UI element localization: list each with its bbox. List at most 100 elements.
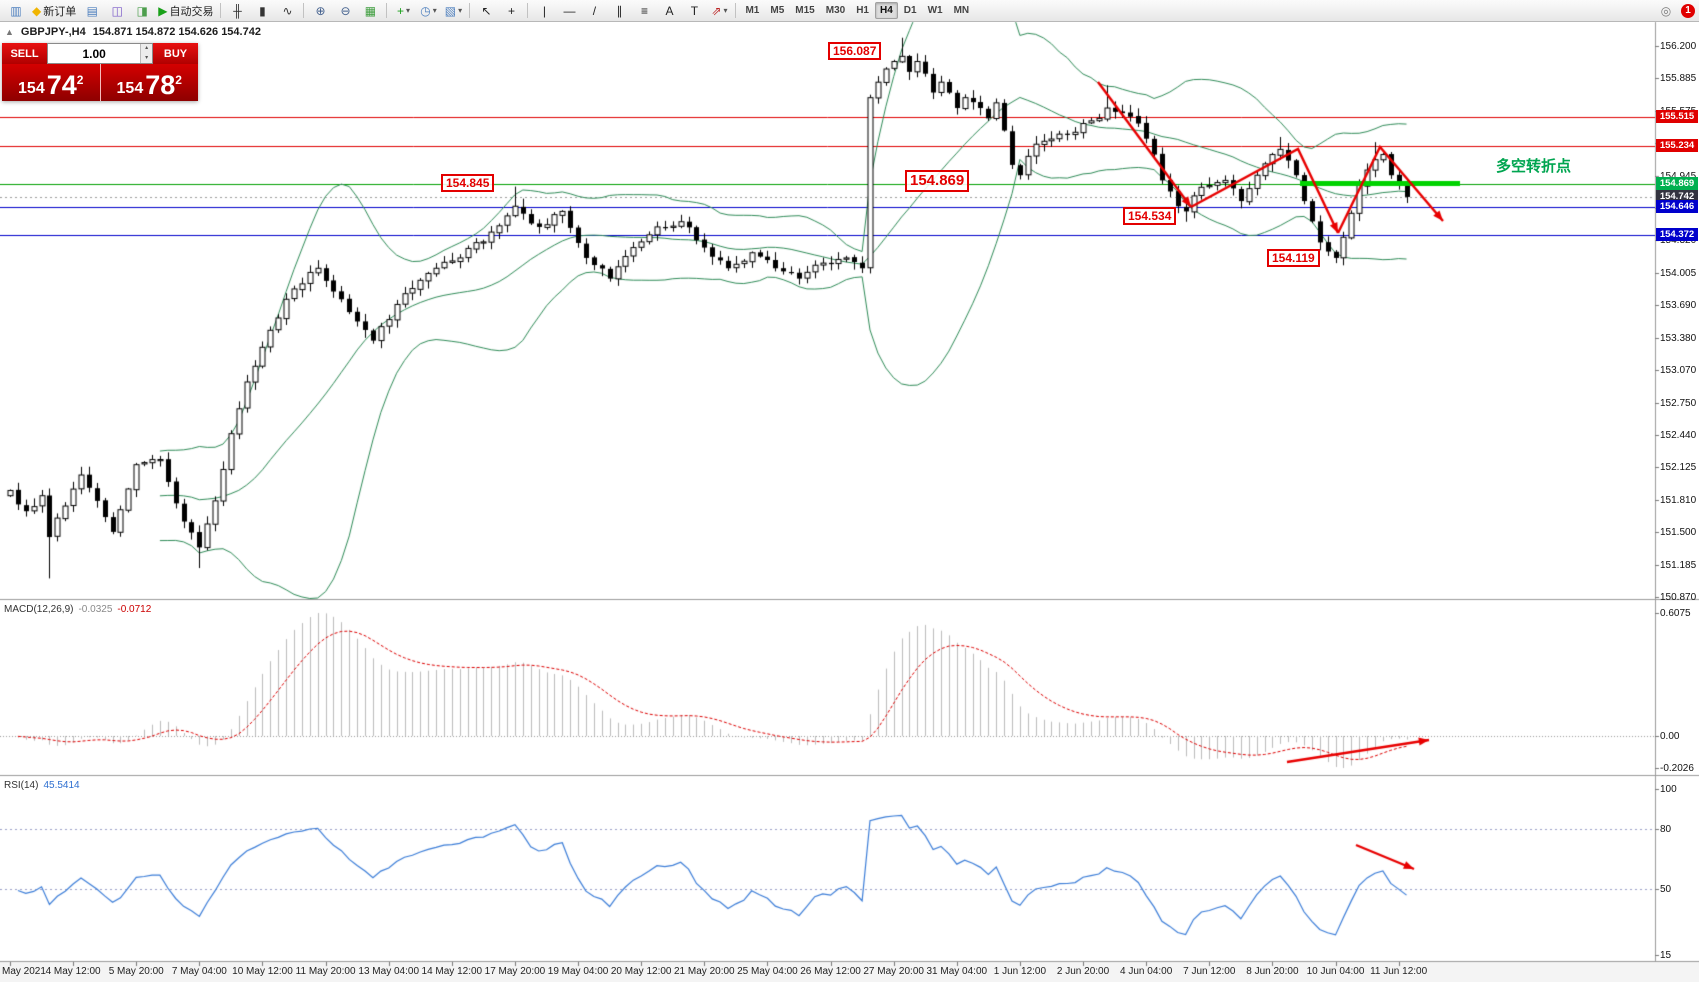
new-chart-button[interactable]: ▥	[4, 1, 28, 21]
community-icon[interactable]: ◎	[1654, 1, 1678, 21]
timeframe-m15-button[interactable]: M15	[795, 5, 815, 16]
time-axis-label: 21 May 20:00	[674, 966, 735, 977]
data-window-button[interactable]: ◨	[130, 1, 154, 21]
templates-button[interactable]: ▧ ▾	[441, 1, 465, 21]
time-axis-label: 11 Jun 12:00	[1370, 966, 1428, 977]
line-chart-button[interactable]: ∿	[275, 1, 299, 21]
turning-point-label: 多空转折点	[1496, 158, 1572, 175]
macd-scale-label: 0.00	[1660, 731, 1680, 742]
buy-price-button[interactable]: 154 78 2	[100, 64, 198, 101]
time-axis-label: 1 Jun 12:00	[993, 966, 1047, 977]
candlestick-chart-button[interactable]: ▮	[250, 1, 274, 21]
macd-scale-label: -0.2026	[1660, 763, 1694, 774]
toolbar-separator	[303, 3, 305, 18]
time-axis-label: 4 Jun 04:00	[1120, 966, 1173, 977]
channel-icon: ∥	[616, 3, 623, 18]
sell-button[interactable]: SELL	[2, 43, 47, 64]
one-click-trading-panel: SELL ▴ ▾ BUY 154 74 2 154 78 2	[2, 43, 198, 101]
price-axis-label: 155.885	[1660, 73, 1697, 85]
macd-name: MACD(12,26,9)	[4, 604, 74, 615]
periods-icon: ◷	[420, 3, 431, 18]
templates-button-caret-icon[interactable]: ▾	[458, 6, 463, 15]
timeframe-h1-button[interactable]: H1	[856, 5, 869, 16]
trendline-icon: /	[592, 3, 597, 18]
label-button[interactable]: T	[682, 1, 706, 21]
autotrading-icon: ▶	[158, 3, 168, 18]
charts-button[interactable]: ▤	[80, 1, 104, 21]
periods-button-caret-icon[interactable]: ▾	[432, 6, 437, 15]
zoom-out-icon: ⊖	[340, 3, 351, 18]
timeframe-m30-button[interactable]: M30	[825, 5, 846, 16]
volume-up-button[interactable]: ▴	[141, 44, 152, 54]
time-axis-label: 7 May 04:00	[171, 966, 227, 977]
zoom-out-button[interactable]: ⊖	[333, 1, 357, 21]
horizontal-line-button[interactable]: —	[557, 1, 581, 21]
toolbar-separator	[735, 3, 737, 18]
rsi-name: RSI(14)	[4, 780, 39, 791]
volume-spinner: ▴ ▾	[140, 44, 152, 63]
community-icon-icon: ◎	[1660, 3, 1672, 18]
time-axis-label: 14 May 12:00	[421, 966, 483, 977]
bar-chart-icon: ╫	[233, 3, 242, 18]
channel-button[interactable]: ∥	[607, 1, 631, 21]
sell-price-sup: 2	[76, 73, 84, 87]
shapes-button[interactable]: ⇗ ▾	[707, 1, 731, 21]
time-axis-label: 11 May 20:00	[295, 966, 356, 977]
price-tag: 154.372	[1656, 228, 1698, 242]
price-tag: 154.742	[1656, 190, 1698, 204]
crosshair-button[interactable]: +	[499, 1, 523, 21]
timeframe-mn-button[interactable]: MN	[953, 5, 970, 16]
candlestick-chart-icon: ▮	[259, 3, 266, 18]
price-annotation-box: 154.119	[1267, 249, 1320, 267]
line-chart-icon: ∿	[282, 3, 293, 18]
time-axis-label: 10 May 12:00	[232, 966, 293, 977]
rsi-value: 45.5414	[43, 780, 80, 791]
shapes-button-caret-icon[interactable]: ▾	[723, 6, 728, 15]
volume-down-button[interactable]: ▾	[141, 53, 152, 63]
timeframe-m1-button[interactable]: M1	[745, 5, 760, 16]
price-axis-label: 152.440	[1660, 429, 1697, 441]
indicators-button-caret-icon[interactable]: ▾	[405, 6, 410, 15]
rsi-scale-label: 80	[1660, 824, 1672, 835]
profiles-icon: ◫	[111, 3, 123, 18]
time-axis-label: 8 Jun 20:00	[1246, 966, 1299, 977]
autotrading-button[interactable]: ▶ 自动交易	[155, 1, 216, 21]
tile-windows-button[interactable]: ▦	[358, 1, 382, 21]
periods-button[interactable]: ◷ ▾	[416, 1, 440, 21]
volume-input[interactable]	[48, 44, 141, 63]
bar-chart-button[interactable]: ╫	[225, 1, 249, 21]
toolbar-separator	[220, 3, 222, 18]
sell-price-button[interactable]: 154 74 2	[2, 64, 101, 101]
notifications-badge[interactable]: 1	[1681, 3, 1695, 18]
cursor-button[interactable]: ↖	[474, 1, 498, 21]
timeframe-w1-button[interactable]: W1	[927, 5, 943, 16]
one-click-collapse-icon[interactable]: ▲	[5, 27, 14, 37]
text-button[interactable]: A	[657, 1, 681, 21]
ohlc-values-text: 154.871 154.872 154.626 154.742	[92, 26, 261, 38]
horizontal-line-icon: —	[563, 3, 576, 18]
time-axis-label: 4 May 12:00	[45, 966, 101, 977]
volume-box: ▴ ▾	[47, 43, 153, 64]
price-axis-label: 151.810	[1660, 494, 1697, 506]
timeframe-d1-button[interactable]: D1	[903, 5, 917, 16]
toolbar-separator	[527, 3, 529, 18]
new-order-button[interactable]: ◆ 新订单	[29, 1, 79, 21]
trendline-button[interactable]: /	[582, 1, 606, 21]
timeframe-h4-button[interactable]: H4	[874, 2, 898, 19]
indicators-button[interactable]: + ▾	[391, 1, 415, 21]
crosshair-icon: +	[507, 3, 515, 18]
fibonacci-button[interactable]: ≡	[632, 1, 656, 21]
price-tag: 154.646	[1656, 200, 1698, 214]
profiles-button[interactable]: ◫	[105, 1, 129, 21]
time-axis-label: 25 May 04:00	[737, 966, 798, 977]
price-axis-label: 150.870	[1660, 591, 1697, 603]
zoom-in-button[interactable]: ⊕	[308, 1, 332, 21]
new-chart-icon: ▥	[10, 3, 22, 18]
rsi-label: RSI(14) 45.5414	[4, 780, 80, 791]
vertical-line-button[interactable]: |	[532, 1, 556, 21]
timeframe-m5-button[interactable]: M5	[770, 5, 785, 16]
rsi-scale-label: 15	[1660, 950, 1672, 961]
buy-button[interactable]: BUY	[153, 43, 198, 64]
price-axis-label: 152.125	[1660, 462, 1697, 474]
